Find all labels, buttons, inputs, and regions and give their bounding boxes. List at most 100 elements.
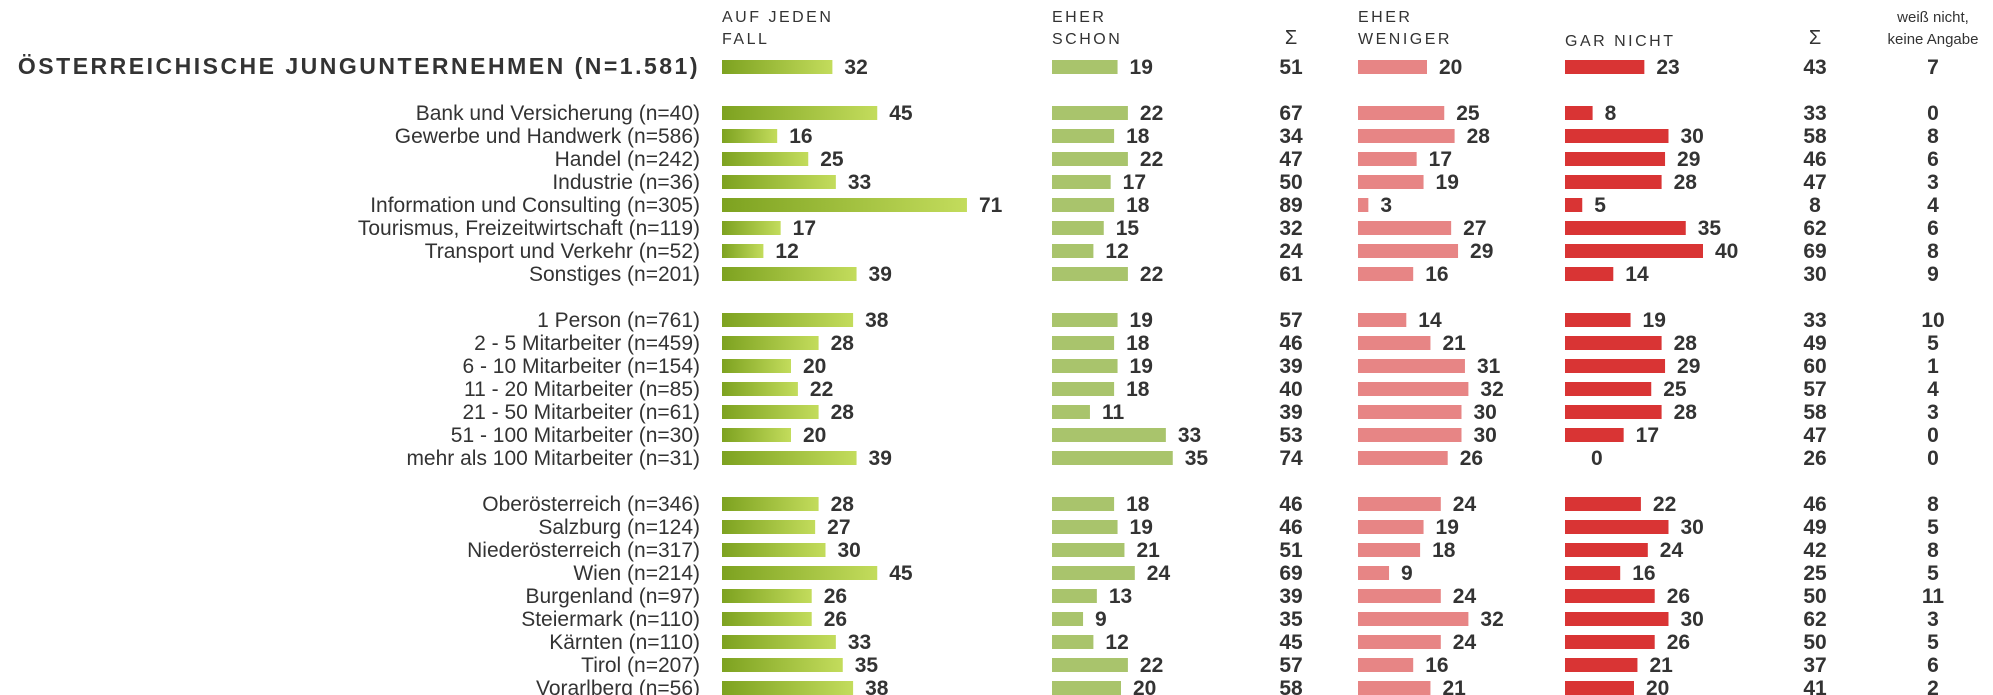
value-eher-weniger: 24 xyxy=(1453,631,1477,654)
bar-auf-jeden-fall xyxy=(722,497,819,511)
bar-auf-jeden-fall xyxy=(722,198,967,212)
value-eher-schon: 18 xyxy=(1126,194,1150,217)
value-eher-weniger: 14 xyxy=(1418,309,1442,332)
value-sum-negative: 25 xyxy=(1803,562,1827,585)
bar-gar-nicht xyxy=(1565,635,1655,649)
value-eher-schon: 35 xyxy=(1185,447,1209,470)
value-gar-nicht: 30 xyxy=(1681,125,1704,148)
value-sum-positive: 24 xyxy=(1279,240,1303,263)
row-label: Gewerbe und Handwerk (n=586) xyxy=(395,125,700,148)
value-eher-weniger: 16 xyxy=(1425,263,1448,286)
bar-auf-jeden-fall xyxy=(722,566,878,580)
value-auf-jeden-fall: 26 xyxy=(824,608,847,631)
value-auf-jeden-fall: 28 xyxy=(831,332,855,355)
value-sum-positive: 46 xyxy=(1279,332,1302,355)
value-eher-weniger: 26 xyxy=(1460,447,1483,470)
value-weiss-nicht: 8 xyxy=(1927,125,1939,148)
bar-eher-schon xyxy=(1052,497,1115,511)
value-sum-positive: 57 xyxy=(1279,309,1302,332)
value-sum-positive: 35 xyxy=(1279,608,1303,631)
value-weiss-nicht: 10 xyxy=(1921,309,1944,332)
value-sum-positive: 46 xyxy=(1279,493,1302,516)
value-sum-negative: 57 xyxy=(1803,378,1826,401)
value-sum-negative: 58 xyxy=(1803,401,1827,424)
value-auf-jeden-fall: 39 xyxy=(869,447,892,470)
value-eher-schon: 22 xyxy=(1140,263,1163,286)
row-label: Transport und Verkehr (n=52) xyxy=(425,240,700,263)
bar-eher-schon xyxy=(1052,267,1128,281)
value-sum-positive: 47 xyxy=(1279,148,1302,171)
bar-auf-jeden-fall xyxy=(722,267,857,281)
value-weiss-nicht: 5 xyxy=(1927,631,1939,654)
value-eher-weniger: 18 xyxy=(1432,539,1456,562)
bar-auf-jeden-fall xyxy=(722,221,781,235)
bar-eher-weniger xyxy=(1358,681,1431,695)
value-eher-schon: 21 xyxy=(1136,539,1160,562)
value-eher-schon: 13 xyxy=(1109,585,1132,608)
bar-eher-weniger xyxy=(1358,520,1424,534)
value-eher-schon: 12 xyxy=(1105,631,1128,654)
bar-auf-jeden-fall xyxy=(722,428,791,442)
value-weiss-nicht: 4 xyxy=(1927,194,1939,217)
value-weiss-nicht: 5 xyxy=(1927,562,1939,585)
value-eher-schon: 20 xyxy=(1133,677,1156,695)
bar-gar-nicht xyxy=(1565,129,1669,143)
value-eher-schon: 11 xyxy=(1102,401,1125,424)
row-label: Handel (n=242) xyxy=(555,148,700,171)
header-sum-negative: Σ xyxy=(1809,27,1821,49)
bar-eher-schon xyxy=(1052,106,1128,120)
row-label: Salzburg (n=124) xyxy=(538,516,700,539)
bar-gar-nicht xyxy=(1565,543,1648,557)
value-gar-nicht: 30 xyxy=(1681,608,1704,631)
bar-auf-jeden-fall xyxy=(722,244,764,258)
value-eher-schon: 18 xyxy=(1126,378,1150,401)
value-gar-nicht: 20 xyxy=(1646,677,1669,695)
value-eher-weniger: 25 xyxy=(1456,102,1480,125)
value-sum-negative: 46 xyxy=(1803,493,1826,516)
bar-eher-schon xyxy=(1052,589,1097,603)
bar-eher-schon xyxy=(1052,198,1115,212)
value-auf-jeden-fall: 28 xyxy=(831,401,855,424)
value-gar-nicht: 26 xyxy=(1667,585,1690,608)
value-eher-schon: 9 xyxy=(1095,608,1107,631)
value-eher-weniger: 32 xyxy=(1480,608,1503,631)
value-sum-negative: 60 xyxy=(1803,355,1826,378)
value-gar-nicht: 40 xyxy=(1715,240,1738,263)
value-eher-weniger: 9 xyxy=(1401,562,1413,585)
value-sum-positive: 69 xyxy=(1279,562,1302,585)
value-gar-nicht: 5 xyxy=(1594,194,1606,217)
value-eher-schon: 22 xyxy=(1140,148,1163,171)
value-auf-jeden-fall: 45 xyxy=(889,102,913,125)
bar-eher-weniger xyxy=(1358,60,1427,74)
row-label: Kärnten (n=110) xyxy=(549,631,700,654)
value-weiss-nicht: 1 xyxy=(1927,355,1939,378)
value-gar-nicht: 35 xyxy=(1698,217,1722,240)
value-auf-jeden-fall: 35 xyxy=(855,654,879,677)
value-weiss-nicht: 9 xyxy=(1927,263,1939,286)
value-sum-positive: 67 xyxy=(1279,102,1302,125)
value-eher-schon: 19 xyxy=(1130,355,1153,378)
value-weiss-nicht: 8 xyxy=(1927,539,1939,562)
bar-auf-jeden-fall xyxy=(722,658,843,672)
bar-auf-jeden-fall xyxy=(722,589,812,603)
value-weiss-nicht: 4 xyxy=(1927,378,1939,401)
value-auf-jeden-fall: 16 xyxy=(789,125,812,148)
value-sum-negative: 49 xyxy=(1803,332,1826,355)
bar-eher-schon xyxy=(1052,520,1118,534)
value-weiss-nicht: 7 xyxy=(1927,56,1939,79)
value-gar-nicht: 24 xyxy=(1660,539,1684,562)
value-sum-negative: 26 xyxy=(1803,447,1826,470)
bar-gar-nicht xyxy=(1565,267,1614,281)
bar-gar-nicht xyxy=(1565,221,1686,235)
row-label: Information und Consulting (n=305) xyxy=(370,194,700,217)
value-gar-nicht: 8 xyxy=(1605,102,1617,125)
value-gar-nicht: 28 xyxy=(1674,401,1698,424)
value-gar-nicht: 22 xyxy=(1653,493,1676,516)
bar-eher-schon xyxy=(1052,635,1094,649)
bar-gar-nicht xyxy=(1565,405,1662,419)
value-sum-positive: 45 xyxy=(1279,631,1303,654)
chart-rows: ÖSTERREICHISCHE JUNGUNTERNEHMEN (N=1.581… xyxy=(18,53,1945,695)
header-sum-positive: Σ xyxy=(1285,27,1297,49)
value-eher-schon: 19 xyxy=(1130,516,1153,539)
bar-auf-jeden-fall xyxy=(722,175,836,189)
